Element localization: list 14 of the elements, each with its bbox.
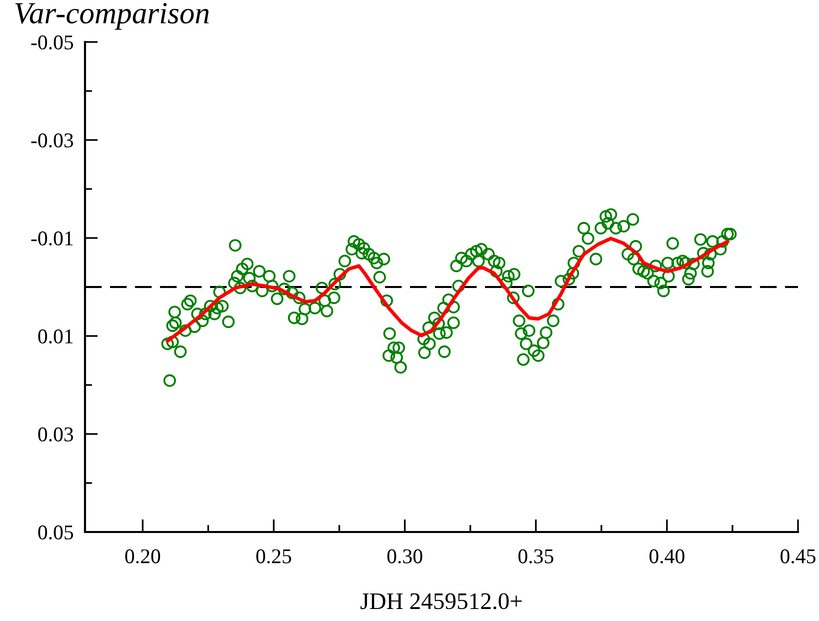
x-tick-label: 0.20: [125, 549, 160, 564]
y-tick-label: -0.01: [31, 231, 73, 246]
y-tick-label: 0.03: [38, 427, 74, 442]
x-tick-label: 0.25: [256, 549, 292, 564]
y-tick-label: 0.01: [38, 329, 73, 344]
y-tick-label: -0.03: [31, 133, 74, 148]
x-tick-label: 0.45: [780, 549, 816, 564]
y-tick-label: 0.05: [38, 525, 74, 540]
x-axis-title: JDH 2459512.0+: [360, 593, 522, 610]
x-tick-label: 0.40: [650, 549, 684, 564]
x-tick-label: 0.30: [387, 549, 422, 564]
y-tick-label: -0.05: [31, 35, 74, 50]
y-axis-title: Var-comparison: [15, 3, 209, 30]
x-tick-label: 0.35: [518, 549, 554, 564]
